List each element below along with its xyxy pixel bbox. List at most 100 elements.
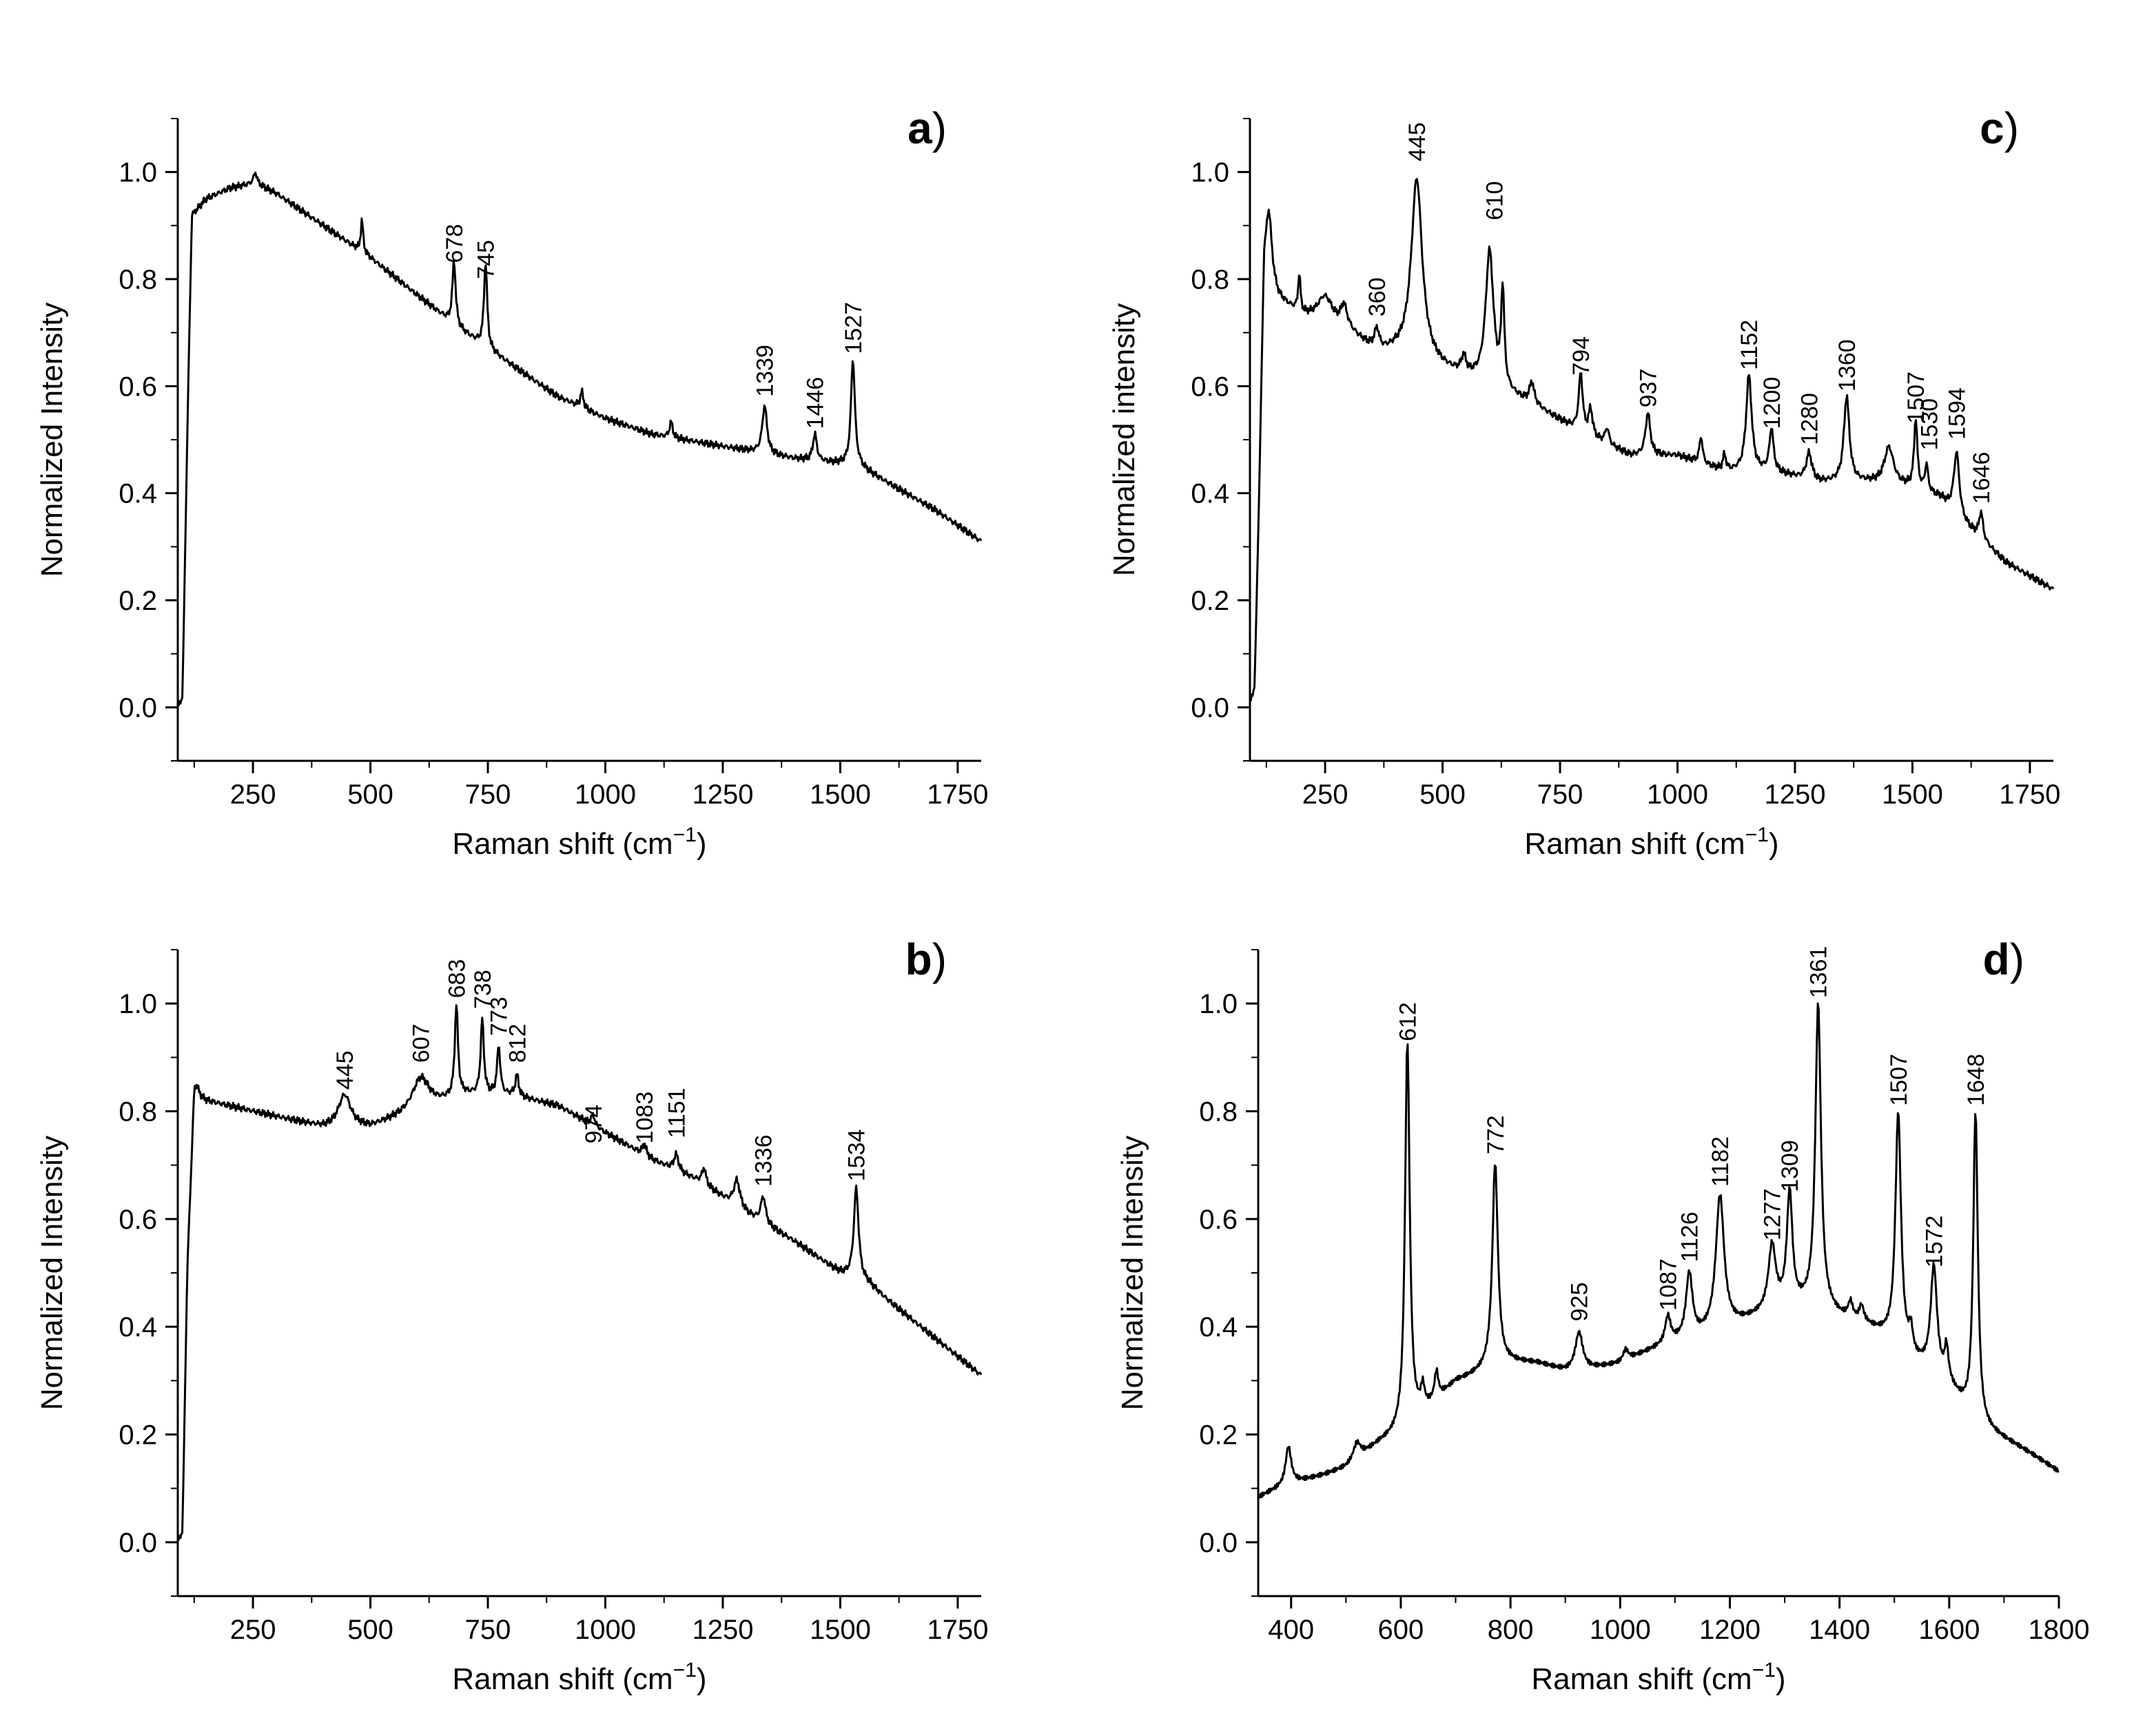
peak-label: 1083 bbox=[632, 1092, 658, 1144]
peak-label: 1339 bbox=[752, 345, 779, 397]
x-tick-label: 1750 bbox=[927, 779, 988, 810]
peak-label: 445 bbox=[1404, 122, 1430, 161]
spectrum-line bbox=[1249, 178, 2055, 702]
panel-a: 250 500 750 1000 1250 1500 1750 0.0 0.2 0.4 0.6 0.8… bbox=[35, 103, 988, 861]
x-axis-title-end: ) bbox=[1769, 827, 1779, 861]
peak-label: 612 bbox=[1395, 1002, 1421, 1041]
x-axis-title: Raman shift (cm−1) bbox=[452, 1659, 706, 1696]
x-axis-title-sup: −1 bbox=[673, 1659, 697, 1682]
panel-label: c) bbox=[1980, 103, 2019, 153]
peak-label: 1152 bbox=[1736, 320, 1763, 370]
y-tick-label: 1.0 bbox=[1191, 158, 1229, 188]
y-tick-label: 1.0 bbox=[119, 989, 157, 1019]
peak-label: 1200 bbox=[1759, 377, 1785, 429]
y-tick-label: 0.2 bbox=[1191, 586, 1229, 616]
y-axis-title: Normalized Intensity bbox=[1116, 1136, 1149, 1411]
x-axis-title: Raman shift (cm−1) bbox=[1531, 1659, 1785, 1696]
y-axis-title: Normalized Intensity bbox=[35, 303, 69, 578]
y-tick-label: 0.2 bbox=[1199, 1420, 1238, 1451]
panel-b: 250 500 750 1000 1250 1500 1750 0.0 0.2 0.4 0.6 0.8… bbox=[35, 935, 988, 1696]
panel-c: 250 500 750 1000 1250 1500 1750 0.0 0.2 0.4 0.6 0.8… bbox=[1107, 103, 2060, 861]
x-axis-title-sup: −1 bbox=[673, 824, 697, 846]
y-tick-label: 1.0 bbox=[1199, 989, 1238, 1019]
x-tick-label: 750 bbox=[465, 1615, 511, 1645]
peak-label: 974 bbox=[581, 1105, 607, 1144]
x-axis-title-main: Raman shift (cm bbox=[1531, 1662, 1752, 1696]
x-axis-title: Raman shift (cm−1) bbox=[1524, 824, 1778, 861]
panel-label-paren: ) bbox=[932, 103, 947, 153]
peak-label: 812 bbox=[504, 1023, 531, 1063]
y-tick-label: 0.4 bbox=[119, 479, 157, 509]
y-tick-label: 0.4 bbox=[1199, 1312, 1238, 1342]
x-axis-title-main: Raman shift (cm bbox=[452, 827, 673, 861]
y-tick-label: 0.4 bbox=[1191, 479, 1229, 509]
peak-label: 1507 bbox=[1903, 371, 1929, 424]
x-tick-label: 1000 bbox=[1647, 779, 1708, 810]
x-axis-title-end: ) bbox=[697, 1662, 707, 1696]
x-tick-label: 1500 bbox=[810, 779, 871, 810]
y-tick-label: 0.2 bbox=[119, 586, 157, 616]
peak-label: 745 bbox=[473, 240, 500, 279]
peak-label: 772 bbox=[1483, 1115, 1509, 1154]
x-axis-title-end: ) bbox=[1776, 1662, 1786, 1696]
x-tick-label: 800 bbox=[1488, 1615, 1534, 1645]
peak-label: 773 bbox=[486, 997, 513, 1036]
panel-label: b) bbox=[905, 935, 947, 984]
peak-label: 1151 bbox=[664, 1087, 690, 1138]
x-tick-label: 1250 bbox=[692, 1615, 753, 1645]
x-tick-label: 1000 bbox=[575, 779, 636, 810]
peak-label: 1507 bbox=[1886, 1054, 1912, 1106]
peak-label: 607 bbox=[409, 1023, 435, 1063]
x-tick-label: 1250 bbox=[692, 779, 753, 810]
y-tick-label: 0.0 bbox=[1199, 1528, 1238, 1558]
peak-label: 1530 bbox=[1916, 398, 1942, 451]
y-tick-label: 0.0 bbox=[1191, 693, 1229, 723]
peak-label: 1182 bbox=[1707, 1136, 1734, 1187]
spectrum-line bbox=[1257, 1002, 2060, 1499]
x-tick-label: 1200 bbox=[1699, 1615, 1761, 1645]
x-tick-label: 1750 bbox=[927, 1615, 988, 1645]
y-tick-label: 0.4 bbox=[119, 1312, 157, 1342]
panel-label-paren: ) bbox=[2004, 103, 2019, 153]
panel-label-letter: b bbox=[905, 935, 932, 984]
peak-label: 1646 bbox=[1969, 452, 1995, 504]
x-axis-title-sup: −1 bbox=[1752, 1659, 1776, 1682]
panel-label-letter: d bbox=[1983, 935, 2010, 984]
peak-label: 1087 bbox=[1656, 1258, 1682, 1311]
peak-label: 1280 bbox=[1796, 393, 1823, 445]
peak-label: 1309 bbox=[1777, 1140, 1803, 1192]
peak-label: 1336 bbox=[751, 1134, 777, 1187]
y-tick-label: 0.6 bbox=[1199, 1205, 1238, 1235]
y-tick-label: 0.0 bbox=[119, 1528, 157, 1558]
peak-label: 445 bbox=[332, 1050, 358, 1090]
y-tick-label: 0.2 bbox=[119, 1420, 157, 1451]
y-tick-label: 0.6 bbox=[119, 1205, 157, 1235]
peak-label: 610 bbox=[1482, 181, 1508, 221]
peak-label: 1360 bbox=[1834, 339, 1860, 391]
y-tick-label: 0.8 bbox=[1191, 265, 1229, 295]
panel-label-letter: c bbox=[1980, 103, 2004, 153]
x-tick-label: 1750 bbox=[1999, 779, 2060, 810]
x-tick-label: 400 bbox=[1268, 1615, 1314, 1645]
peak-label: 1446 bbox=[803, 377, 829, 429]
y-tick-label: 0.6 bbox=[119, 371, 157, 402]
panel-d: 400 600 800 1000 1200 1400 1600 1800 0.0 0.2 0.4 0.… bbox=[1116, 935, 2089, 1696]
peak-label: 678 bbox=[442, 224, 468, 263]
x-tick-label: 250 bbox=[1302, 779, 1348, 810]
y-axis-title: Normalized Intensity bbox=[35, 1136, 69, 1411]
peak-label: 683 bbox=[444, 959, 470, 999]
peak-label: 1527 bbox=[841, 302, 867, 354]
y-axis-title: Normalized intensity bbox=[1107, 303, 1141, 576]
x-tick-label: 750 bbox=[1537, 779, 1583, 810]
x-axis-title-main: Raman shift (cm bbox=[452, 1662, 673, 1696]
y-tick-label: 0.8 bbox=[119, 1097, 157, 1127]
peak-label: 1534 bbox=[844, 1129, 870, 1181]
x-tick-label: 1800 bbox=[2029, 1615, 2090, 1645]
x-tick-label: 1250 bbox=[1764, 779, 1825, 810]
panel-label: a) bbox=[907, 103, 947, 153]
x-tick-label: 750 bbox=[465, 779, 511, 810]
x-tick-label: 1000 bbox=[575, 1615, 636, 1645]
panel-label-paren: ) bbox=[932, 935, 947, 984]
